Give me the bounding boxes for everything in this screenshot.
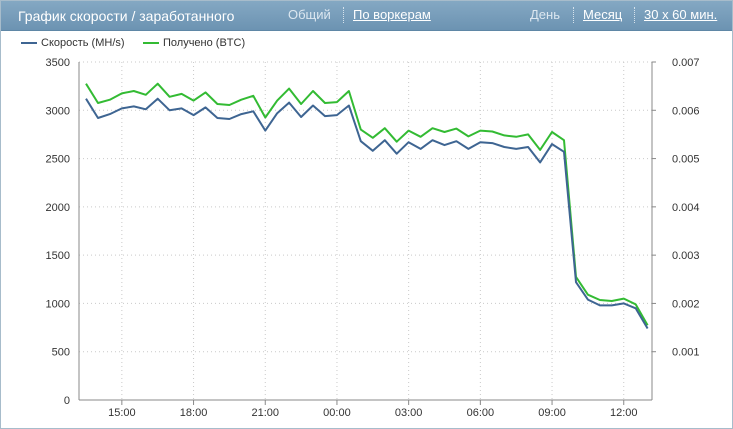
y-right-tick-label: 0.004: [672, 202, 700, 214]
y-left-tick-label: 500: [52, 347, 70, 359]
y-left-tick-label: 1000: [46, 298, 70, 310]
y-right-tick-label: 0.002: [672, 298, 700, 310]
month-tab[interactable]: Месяц: [583, 7, 623, 22]
y-left-tick-label: 3000: [46, 105, 70, 117]
y-right-tick-label: 0.001: [672, 347, 700, 359]
legend-label-speed: Скорость (MH/s): [41, 37, 125, 49]
total-tab[interactable]: Общий: [288, 7, 331, 22]
series-line-received: [85, 82, 649, 326]
legend-swatch-received: [143, 42, 159, 45]
y-left-tick-label: 0: [64, 395, 70, 407]
x-tick-label: 15:00: [108, 407, 136, 419]
x-tick-label: 00:00: [323, 407, 351, 419]
x-tick-label: 12:00: [610, 407, 638, 419]
y-left-tick-label: 1500: [46, 250, 70, 262]
y-right-tick-label: 0.005: [672, 154, 700, 166]
y-left-tick-label: 3500: [46, 57, 70, 69]
x-tick-label: 21:00: [251, 407, 279, 419]
y-left-tick-label: 2500: [46, 154, 70, 166]
header-separator: [573, 7, 574, 23]
legend-label-received: Получено (BTC): [163, 37, 246, 49]
x-tick-label: 03:00: [395, 407, 423, 419]
x-tick-label: 06:00: [467, 407, 495, 419]
legend-item-speed[interactable]: Скорость (MH/s): [21, 37, 125, 49]
y-right-tick-label: 0.003: [672, 250, 700, 262]
series-line-speed: [85, 97, 649, 330]
panel-header: График скорости / заработанного Общий По…: [1, 1, 732, 31]
y-right-tick-label: 0.007: [672, 57, 700, 69]
header-separator: [634, 7, 635, 23]
by-workers-tab[interactable]: По воркерам: [353, 7, 431, 22]
x-tick-label: 09:00: [538, 407, 566, 419]
panel-title: График скорости / заработанного: [18, 8, 235, 24]
x-tick-label: 18:00: [180, 407, 208, 419]
legend-item-received[interactable]: Получено (BTC): [143, 37, 245, 49]
header-separator: [343, 7, 344, 23]
y-left-tick-label: 2000: [46, 202, 70, 214]
interval-30x60-tab[interactable]: 30 x 60 мин.: [644, 7, 718, 22]
legend-swatch-speed: [21, 42, 37, 45]
y-right-tick-label: 0.006: [672, 105, 700, 117]
day-tab[interactable]: День: [530, 7, 560, 22]
